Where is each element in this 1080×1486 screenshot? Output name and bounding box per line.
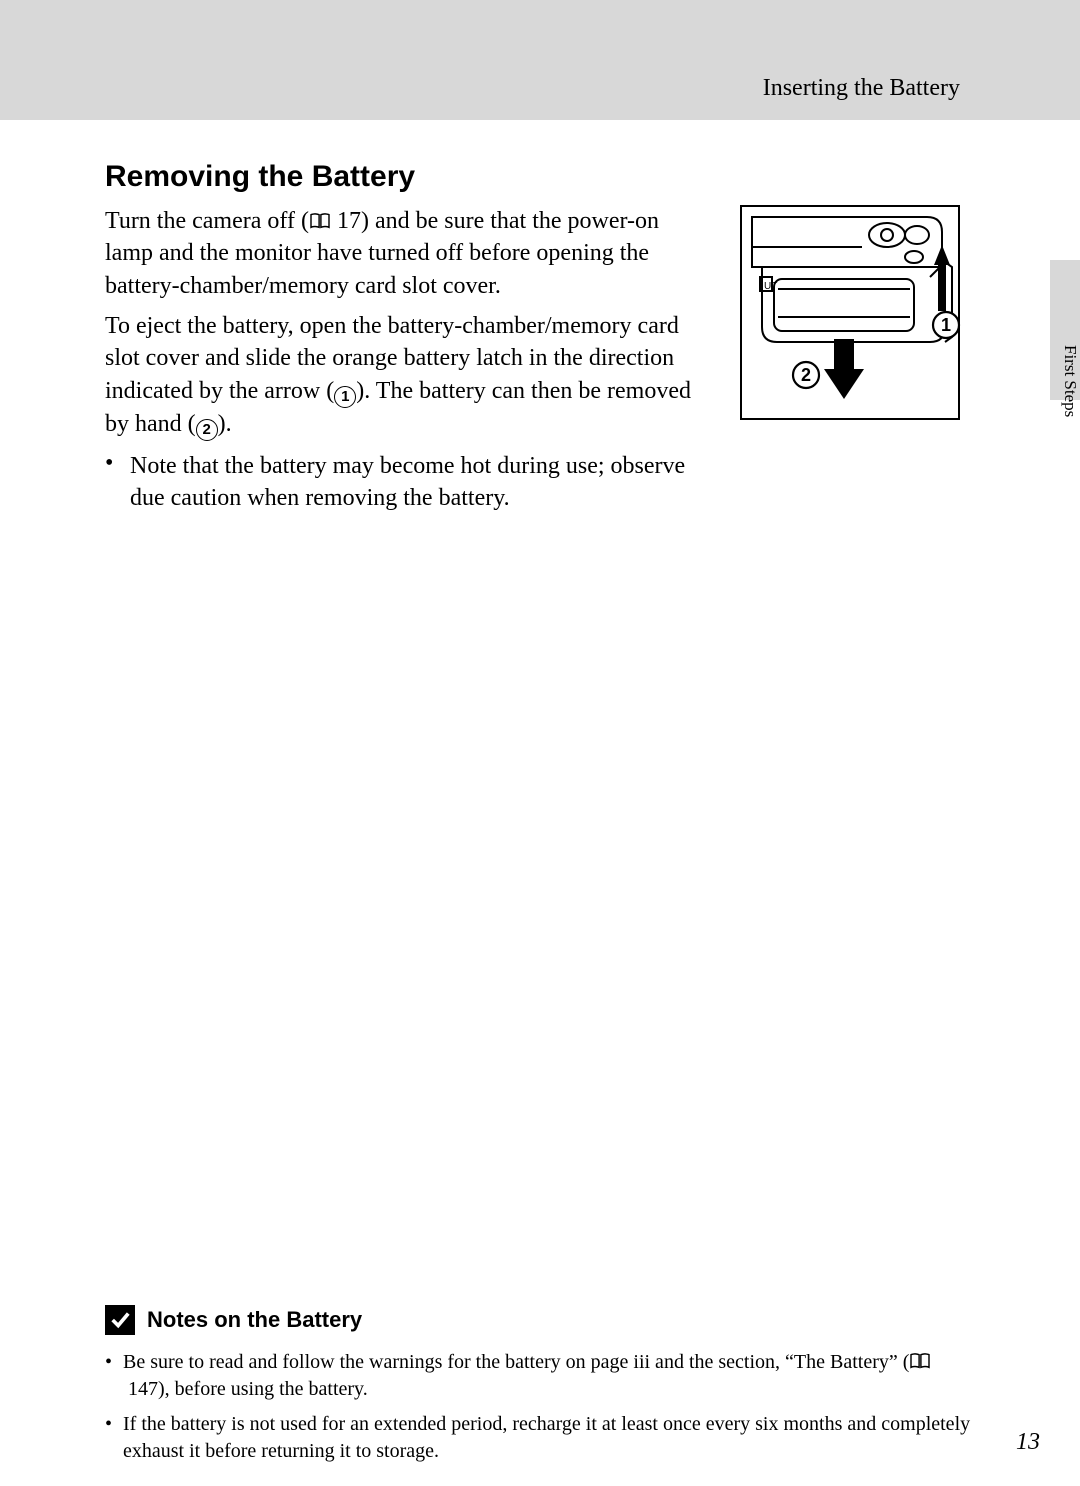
text: Be sure to read and follow the warnings …: [123, 1351, 909, 1373]
step-2-ref: 2: [196, 419, 218, 441]
book-ref-icon: [309, 212, 331, 230]
page-number: 13: [1016, 1429, 1040, 1456]
bullet-1: Note that the battery may become hot dur…: [130, 450, 690, 515]
paragraph-1: Turn the camera off ( 17) and be sure th…: [105, 205, 695, 302]
illustration-svg: UT 1 2: [742, 207, 962, 422]
bullet-marker: •: [105, 1349, 123, 1403]
battery-removal-illustration: UT 1 2: [740, 205, 960, 420]
bullet-marker: •: [105, 1411, 123, 1465]
page-title: Removing the Battery: [105, 160, 415, 194]
notes-header: Notes on the Battery: [105, 1305, 975, 1335]
callout-2-label: 2: [801, 365, 811, 385]
bullet-marker: •: [105, 450, 113, 477]
step-1-ref: 1: [334, 386, 356, 408]
side-tab-label: First Steps: [1050, 345, 1080, 417]
header-section-title: Inserting the Battery: [763, 75, 960, 102]
arrow-step-2: [824, 339, 864, 399]
text: ).: [218, 411, 232, 437]
note-item-2: • If the battery is not used for an exte…: [105, 1411, 975, 1465]
header-band: [0, 0, 1080, 120]
ut-label: UT: [764, 281, 777, 292]
note-item-1: • Be sure to read and follow the warning…: [105, 1349, 975, 1403]
callout-1-label: 1: [941, 315, 951, 335]
notes-title: Notes on the Battery: [147, 1307, 362, 1333]
text: Turn the camera off (: [105, 208, 309, 234]
check-icon: [105, 1305, 135, 1335]
page-ref: 147: [128, 1378, 158, 1400]
book-ref-icon: [909, 1352, 931, 1370]
notes-bullets: • Be sure to read and follow the warning…: [105, 1349, 975, 1465]
manual-page: Inserting the Battery Removing the Batte…: [0, 0, 1080, 1486]
page-ref: 17: [337, 208, 361, 234]
paragraph-2: To eject the battery, open the battery-c…: [105, 310, 695, 441]
notes-block: Notes on the Battery • Be sure to read a…: [105, 1305, 975, 1473]
text: ), before using the battery.: [158, 1378, 368, 1400]
arrow-step-1: [934, 245, 950, 311]
text: If the battery is not used for an extend…: [123, 1413, 970, 1462]
